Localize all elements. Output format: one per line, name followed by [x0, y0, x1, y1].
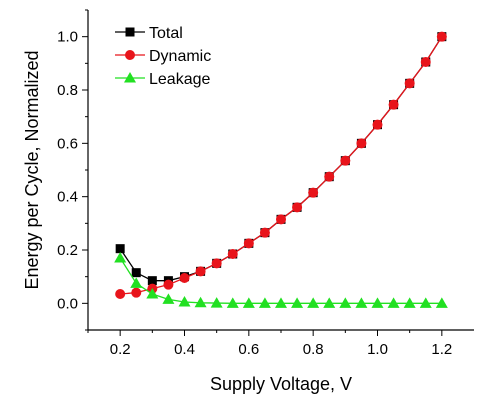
y-tick-label: 0.4 [57, 189, 78, 206]
leakage-point [146, 288, 159, 299]
x-tick-label: 0.8 [303, 341, 324, 358]
x-tick-label: 1.0 [367, 341, 388, 358]
leakage-point [435, 297, 448, 308]
leakage-point [130, 277, 143, 288]
dynamic-point [259, 227, 270, 238]
dynamic-point [308, 187, 319, 198]
legend-marker-dynamic [125, 50, 135, 60]
x-tick-label: 0.2 [110, 341, 131, 358]
dynamic-point [115, 289, 126, 299]
total-point [147, 276, 157, 286]
dynamic-point [292, 202, 303, 213]
x-tick-label: 1.2 [431, 341, 452, 358]
y-tick-label: 1.0 [57, 29, 78, 46]
x-tick-label: 0.4 [174, 341, 195, 358]
dynamic-point [195, 266, 206, 277]
dynamic-point [372, 119, 383, 130]
legend-label-total: Total [149, 25, 183, 42]
leakage-point [275, 297, 287, 308]
leakage-point [258, 297, 271, 308]
leakage-point [355, 297, 368, 308]
total-point [115, 244, 125, 254]
leakage-point [178, 296, 191, 307]
dynamic-point [388, 99, 399, 110]
x-axis-title: Supply Voltage, V [210, 374, 352, 394]
legend-item-dynamic: Dynamic [115, 48, 211, 65]
y-tick-label: 0.8 [57, 82, 78, 99]
dynamic-point [420, 57, 431, 67]
series-dynamic [115, 31, 447, 299]
series-leakage [114, 252, 448, 308]
leakage-point [162, 293, 175, 304]
y-tick-label: 0.6 [57, 135, 78, 152]
dynamic-point [179, 273, 190, 283]
dynamic-point [243, 238, 254, 249]
leakage-point [339, 297, 352, 308]
y-tick-label: 0.2 [57, 242, 78, 259]
legend-marker-total [125, 27, 135, 37]
axes [87, 10, 474, 331]
dynamic-point [163, 279, 174, 290]
leakage-point [307, 297, 320, 308]
dynamic-point [340, 155, 351, 166]
legend-item-total: Total [115, 25, 183, 42]
leakage-point [403, 297, 416, 308]
dynamic-point [324, 171, 335, 182]
leakage-point [226, 297, 239, 308]
y-axis-title: Energy per Cycle, Normalized [22, 50, 42, 289]
legend-item-leakage: Leakage [115, 71, 210, 88]
series-layer [114, 31, 448, 308]
dynamic-point [227, 249, 238, 259]
leakage-point [323, 297, 336, 308]
leakage-point [371, 297, 384, 308]
legend-label-leakage: Leakage [149, 71, 210, 88]
legend-marker-leakage [124, 72, 136, 83]
legend-label-dynamic: Dynamic [149, 48, 211, 65]
dynamic-point [356, 138, 367, 149]
legend: Total Dynamic Leakage [115, 25, 211, 88]
leakage-point [387, 297, 400, 308]
y-tick-label: 0.0 [57, 295, 78, 312]
leakage-point [194, 296, 207, 308]
x-tick-label: 0.6 [238, 341, 259, 358]
dynamic-point [276, 214, 286, 225]
dynamic-point [131, 287, 142, 298]
leakage-point [210, 297, 223, 308]
leakage-point [419, 297, 432, 308]
leakage-point [291, 297, 304, 308]
dynamic-point [211, 258, 222, 269]
leakage-point [242, 297, 255, 308]
dynamic-point [404, 78, 415, 89]
dynamic-point [436, 31, 447, 42]
leakage-point [114, 252, 127, 263]
ticks: 0.2 0.4 0.6 0.8 1.0 1.2 0.0 0.2 0.4 0.6 0.8 1.0 [57, 9, 452, 358]
total-point [131, 268, 141, 278]
